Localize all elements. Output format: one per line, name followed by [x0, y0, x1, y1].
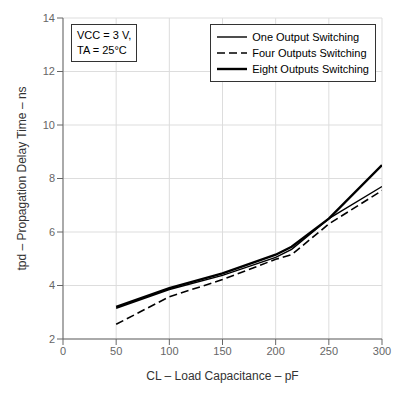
svg-text:50: 50 — [110, 345, 122, 357]
html-text:Eight Outputs Switching: Eight Outputs Switching — [252, 63, 369, 75]
svg-text:0: 0 — [60, 345, 66, 357]
html-text:VCC = 3 V, TA = 25°C: VCC = 3 V, TA = 25°C — [77, 29, 132, 56]
svg-text:4: 4 — [49, 279, 55, 291]
svg-text:10: 10 — [43, 119, 55, 131]
svg-text:14: 14 — [43, 12, 55, 24]
svg-text:8: 8 — [49, 172, 55, 184]
svg-text:CL – Load Capacitance – pF: CL – Load Capacitance – pF — [146, 369, 298, 383]
svg-text:250: 250 — [320, 345, 338, 357]
svg-text:2: 2 — [49, 333, 55, 345]
html-text:Four Outputs Switching: Four Outputs Switching — [252, 47, 367, 59]
svg-text:200: 200 — [266, 345, 284, 357]
svg-text:300: 300 — [373, 345, 391, 357]
svg-text:tpd – Propagation Delay Time –: tpd – Propagation Delay Time – ns — [15, 86, 29, 270]
svg-text:150: 150 — [213, 345, 231, 357]
svg-text:100: 100 — [160, 345, 178, 357]
svg-text:12: 12 — [43, 65, 55, 77]
html-text:One Output Switching: One Output Switching — [252, 31, 360, 43]
svg-text:6: 6 — [49, 226, 55, 238]
